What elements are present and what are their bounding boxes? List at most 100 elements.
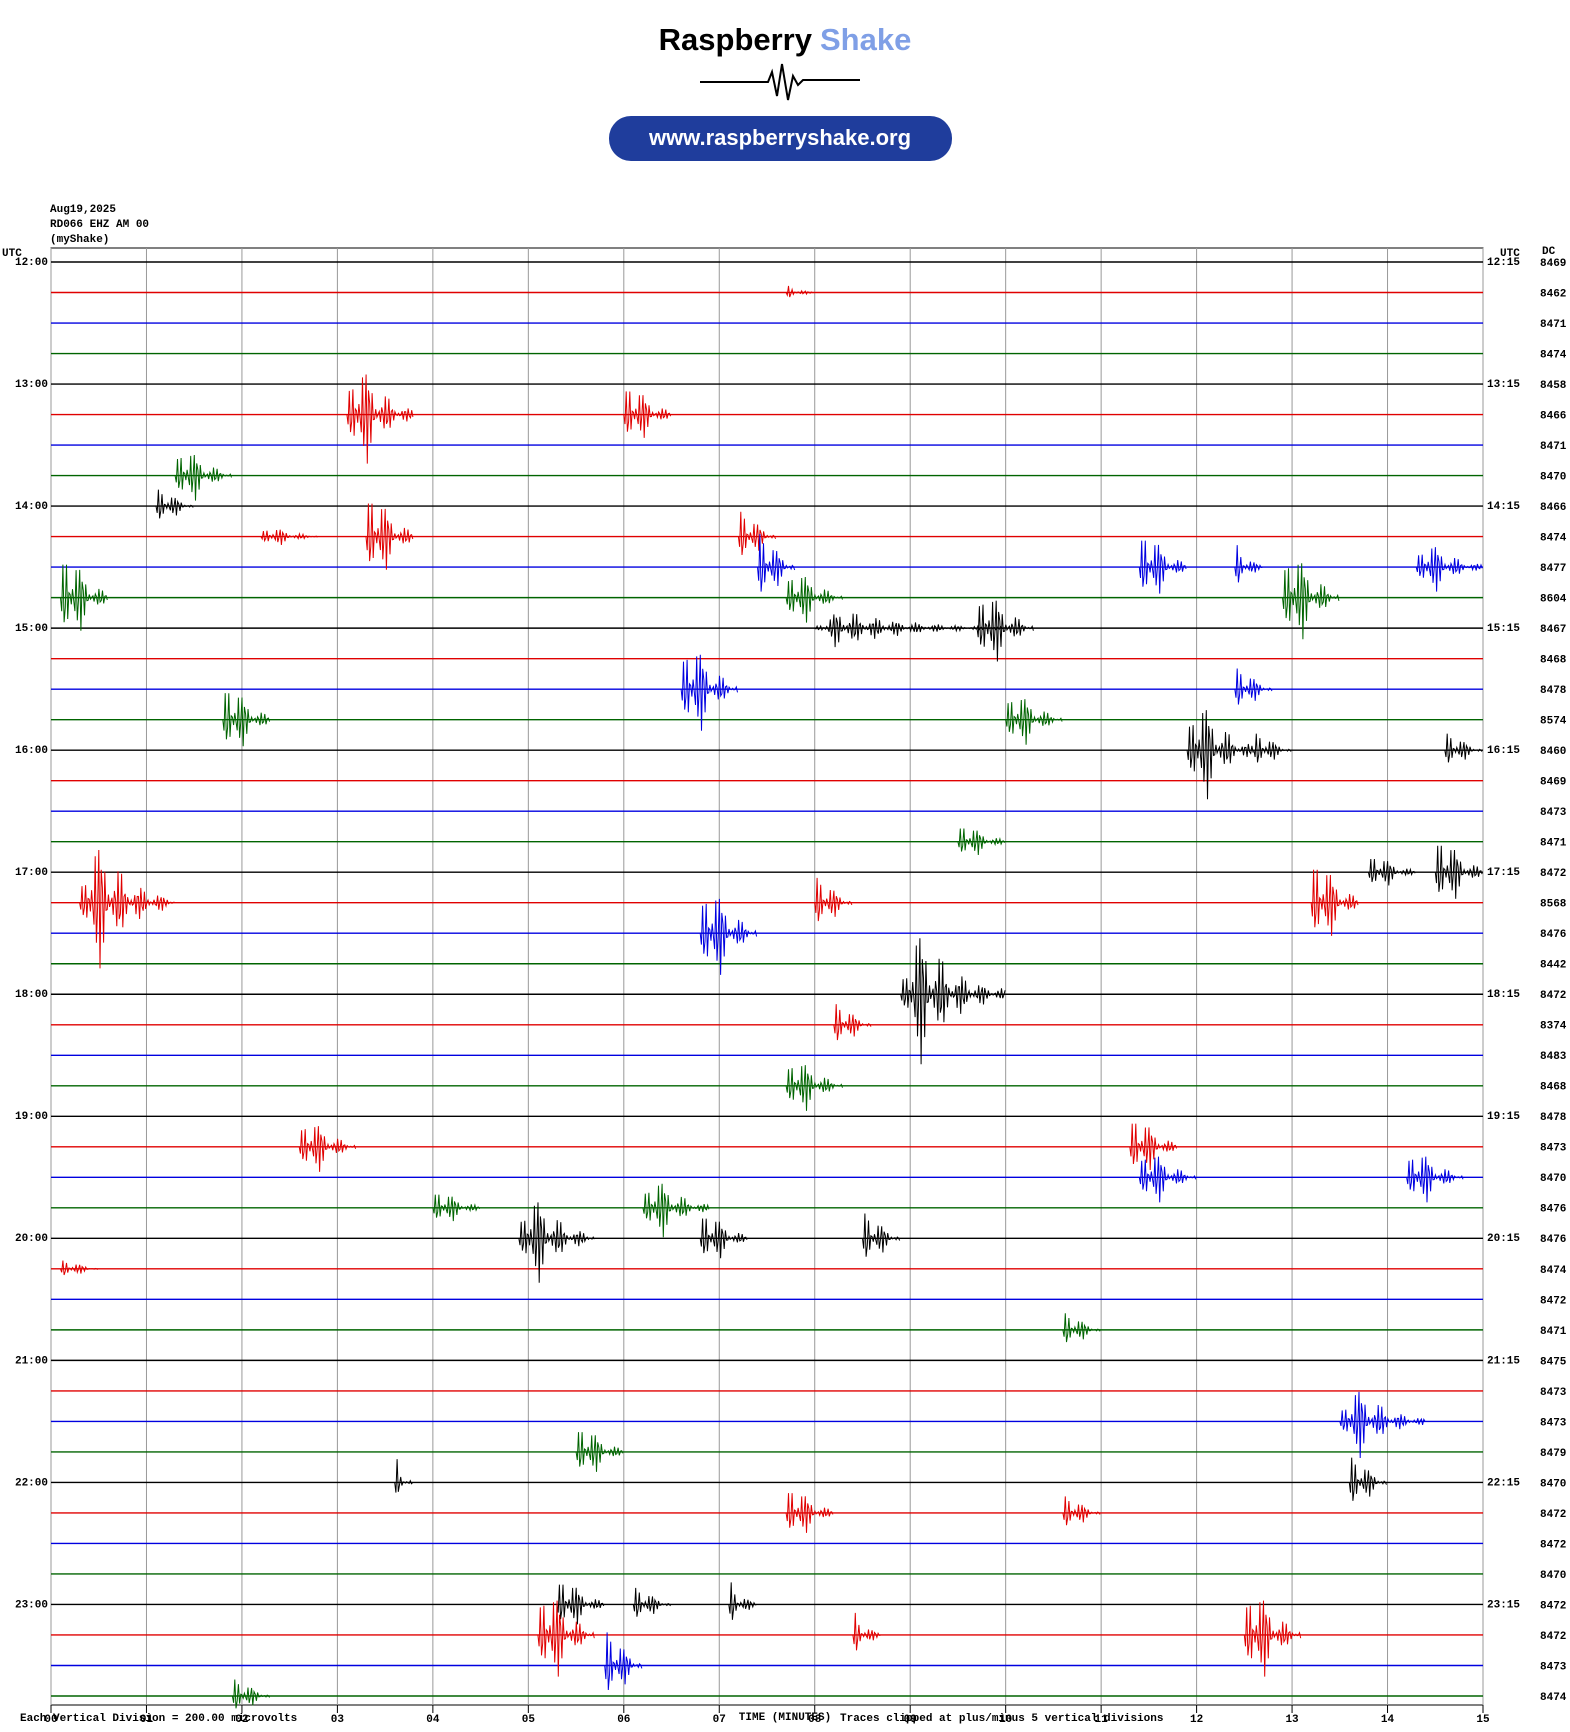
dc-value: 8469 (1540, 777, 1566, 789)
right-time-label: 15:15 (1487, 623, 1520, 635)
dc-value: 8472 (1540, 1509, 1566, 1521)
station: RD066 EHZ AM 00 (50, 219, 149, 231)
dc-value: 8476 (1540, 1234, 1566, 1246)
dc-value: 8471 (1540, 319, 1567, 331)
x-tick-label: 08 (808, 1714, 822, 1726)
left-axis-label: UTC (2, 248, 22, 260)
seismic-event (79, 849, 175, 969)
seismic-event (1444, 733, 1483, 763)
dc-value: 8478 (1540, 1112, 1567, 1124)
seismic-event (1282, 563, 1340, 640)
dc-value: 8471 (1540, 441, 1567, 453)
seismic-event (699, 898, 758, 975)
dc-value: 8458 (1540, 380, 1567, 392)
seismic-event (1062, 1496, 1101, 1526)
dc-value: 8374 (1540, 1021, 1567, 1033)
seismic-event (737, 511, 777, 556)
seismic-event (642, 1183, 710, 1238)
dc-value: 8473 (1540, 807, 1567, 819)
left-time-label: 16:00 (15, 745, 48, 757)
left-time-label: 15:00 (15, 623, 48, 635)
seismic-event (222, 693, 271, 747)
seismic-event (346, 374, 414, 464)
dc-value: 8474 (1540, 349, 1567, 361)
right-time-label: 21:15 (1487, 1355, 1520, 1367)
scale-note: Each Vertical Division = 200.00 microvol… (20, 1713, 297, 1725)
seismic-event (1062, 1313, 1101, 1343)
seismic-event (60, 564, 108, 631)
seismic-event (1129, 1123, 1178, 1171)
plot-frame (50, 247, 1484, 1706)
dc-value: 8476 (1540, 929, 1566, 941)
dc-value: 8468 (1540, 1082, 1567, 1094)
clip-note: Traces clipped at plus/minus 5 vertical … (840, 1713, 1163, 1725)
dc-value: 8477 (1540, 563, 1566, 575)
seismic-event (432, 1194, 481, 1222)
x-tick-label: 04 (426, 1714, 440, 1726)
left-time-label: 18:00 (15, 989, 48, 1001)
dc-value: 8472 (1540, 1539, 1566, 1551)
x-tick-label: 13 (1285, 1714, 1299, 1726)
seismic-event (174, 454, 232, 501)
seismic-event (1367, 858, 1416, 886)
dc-value: 8479 (1540, 1448, 1566, 1460)
dc-value: 8471 (1540, 1326, 1567, 1338)
seismic-event (1339, 1391, 1426, 1459)
left-time-label: 23:00 (15, 1599, 48, 1611)
url-pill[interactable] (609, 116, 952, 161)
x-tick-label: 15 (1476, 1714, 1490, 1726)
dc-value: 8471 (1540, 838, 1567, 850)
seismic-event (785, 285, 814, 298)
seismic-event (852, 1612, 881, 1651)
left-time-label: 17:00 (15, 867, 48, 879)
dc-value: 8472 (1540, 1600, 1566, 1612)
seismic-event (1310, 869, 1359, 936)
dc-value: 8466 (1540, 410, 1566, 422)
left-time-label: 14:00 (15, 501, 48, 513)
dc-value: 8472 (1540, 1631, 1566, 1643)
seismic-event (785, 576, 843, 623)
seismic-event (632, 1587, 671, 1617)
right-time-label: 19:15 (1487, 1111, 1520, 1123)
url[interactable]: www.raspberryshake.org (648, 125, 911, 150)
dc-value: 8474 (1540, 1265, 1567, 1277)
x-tick-label: 03 (331, 1714, 345, 1726)
dc-value: 8574 (1540, 716, 1567, 728)
x-tick-label: 06 (617, 1714, 630, 1726)
seismic-event (728, 1582, 757, 1620)
x-tick-label: 14 (1381, 1714, 1395, 1726)
dc-value: 8476 (1540, 1204, 1566, 1216)
x-tick-label: 11 (1095, 1714, 1109, 1726)
seismic-event (604, 1632, 643, 1691)
seismic-event (862, 1213, 901, 1257)
dc-value: 8473 (1540, 1143, 1567, 1155)
right-time-label: 17:15 (1487, 867, 1520, 879)
right-time-label: 22:15 (1487, 1477, 1520, 1489)
source: (myShake) (50, 234, 109, 246)
left-time-label: 12:00 (15, 257, 48, 269)
x-tick-label: 10 (999, 1714, 1012, 1726)
dc-value: 8469 (1540, 258, 1566, 270)
seismic-event (1415, 547, 1483, 592)
seismic-event (1234, 668, 1273, 705)
seismic-event (394, 1459, 414, 1493)
seismic-event (900, 938, 1006, 1065)
seismic-event (1243, 1600, 1302, 1677)
dc-value: 8470 (1540, 471, 1566, 483)
dc-value: 8568 (1540, 899, 1567, 911)
x-tick-label: 00 (44, 1714, 57, 1726)
right-time-label: 12:15 (1487, 257, 1520, 269)
x-axis-label: TIME (MINUTES) (739, 1712, 831, 1724)
dc-value: 8467 (1540, 624, 1566, 636)
x-tick-label: 05 (522, 1714, 536, 1726)
dc-value: 8472 (1540, 868, 1566, 880)
seismic-event (833, 1004, 872, 1041)
dc-value: 8470 (1540, 1570, 1566, 1582)
seismic-event (785, 1065, 843, 1111)
dc-value: 8474 (1540, 1692, 1567, 1704)
dc-value: 8472 (1540, 990, 1566, 1002)
dc-value: 8478 (1540, 685, 1567, 697)
brand-name-accent: Shake (820, 22, 911, 57)
dc-value: 8472 (1540, 1295, 1566, 1307)
brand-name: Raspberry (659, 22, 813, 57)
